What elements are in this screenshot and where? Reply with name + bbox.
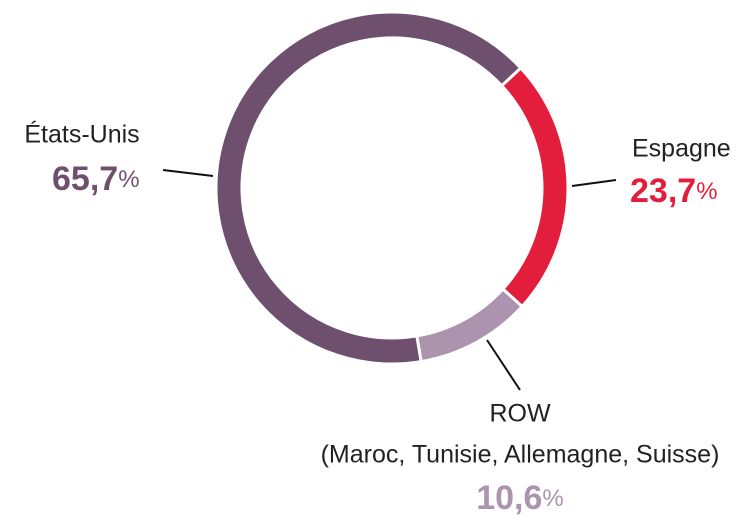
category-label: États-Unis [24, 120, 139, 149]
donut-segment [214, 10, 523, 366]
leader-line [162, 169, 214, 177]
leader-line [571, 179, 617, 187]
value-label: 10,6% [476, 479, 564, 517]
donut-segment [415, 286, 525, 364]
value-label: 65,7% [52, 160, 140, 198]
leader-line [486, 339, 521, 391]
annotation: (Maroc, Tunisie, Allemagne, Suisse) [321, 441, 720, 469]
donut-segment [499, 65, 570, 309]
category-label: ROW [489, 400, 551, 428]
value-label: 23,7% [630, 172, 718, 210]
category-label: Espagne [632, 135, 731, 163]
